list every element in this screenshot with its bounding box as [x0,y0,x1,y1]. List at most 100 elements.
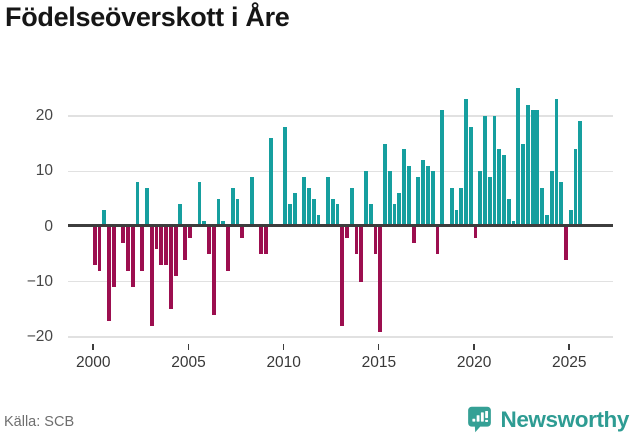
bar [421,160,426,227]
bar [159,226,164,266]
x-axis-tick [377,344,380,350]
bar [311,198,316,227]
bar [249,176,254,227]
bar [292,193,297,227]
bar [221,220,226,227]
bar [345,226,349,238]
bar [435,226,440,255]
y-axis-tick-label: 20 [35,106,53,124]
bar [154,226,159,249]
bar [107,226,111,321]
bar [478,171,483,227]
bar [140,226,145,271]
bar [559,182,564,227]
bar [135,182,140,227]
bar [149,226,154,327]
bar [483,115,487,227]
bar [573,149,578,227]
bar [326,176,330,227]
bar [521,143,525,227]
bar [564,226,568,260]
bar [226,226,230,271]
bar [516,88,521,227]
bar [307,187,311,227]
bar [506,198,511,227]
bar [402,149,406,227]
bar [211,226,216,315]
bar [130,226,135,288]
x-axis-year-label: 2020 [456,354,492,371]
y-axis-tick-label: 0 [44,217,53,235]
bar [121,226,126,244]
bar [416,176,421,227]
y-axis-tick-label: 10 [35,162,53,180]
y-axis-tick-label: −10 [26,272,53,290]
bar [264,226,268,255]
bar [426,165,430,227]
bar [283,126,287,227]
bar [568,209,573,227]
x-axis-year-label: 2025 [552,354,587,371]
bar [406,165,411,227]
bar [459,187,464,227]
bar [340,226,345,327]
bar [126,226,130,271]
bar [473,226,478,238]
bar [359,226,364,282]
bar [354,226,359,255]
bar [383,143,387,227]
bar [397,193,402,227]
bar [373,226,378,255]
bar [202,220,207,227]
bar [287,204,292,227]
bar [578,121,583,227]
bar [168,226,173,310]
bar [92,226,97,266]
bar [440,110,445,227]
newsworthy-bubble-icon [468,406,492,433]
gridline [68,336,613,338]
bar [511,220,516,227]
bar [330,198,335,227]
x-axis-tick [92,344,94,350]
bar [368,204,373,227]
bar [259,226,264,255]
bar [164,226,168,266]
bar [464,99,468,227]
bar [235,198,240,227]
bar [468,126,473,227]
bar [449,187,454,227]
bar [183,226,188,260]
bar [492,115,497,227]
bar [549,171,554,227]
bar [268,138,273,227]
x-axis-tick [187,344,190,350]
bar [173,226,178,277]
newsworthy-logo: Newsworthy [468,406,629,433]
bar [97,226,102,271]
x-axis-year-label: 2000 [76,354,111,371]
x-axis-year-label: 2015 [361,354,397,371]
bar [230,187,235,227]
y-axis-tick-label: −20 [26,328,53,346]
bar [240,226,245,238]
bar [178,204,183,227]
bar [535,110,540,227]
bar [430,171,435,227]
bar [487,176,492,227]
bar [378,226,383,332]
bar [454,209,459,227]
x-axis-tick [473,344,475,350]
zero-baseline [68,224,613,227]
bar [207,226,211,255]
x-axis-year-label: 2005 [171,354,206,371]
bar [545,215,549,227]
bar [392,204,397,227]
x-axis-tick [282,344,285,350]
bar [302,176,307,227]
bar [316,215,321,227]
gridline [68,170,613,172]
bar [349,187,354,227]
bar [145,187,149,227]
